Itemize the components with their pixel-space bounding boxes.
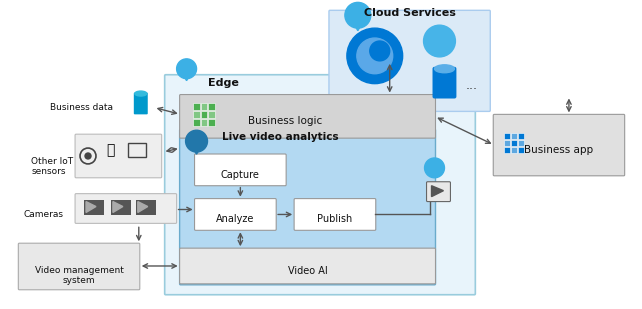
FancyBboxPatch shape (433, 67, 456, 99)
FancyBboxPatch shape (493, 114, 625, 176)
FancyBboxPatch shape (195, 154, 286, 186)
Polygon shape (431, 186, 444, 197)
Polygon shape (351, 19, 364, 31)
Text: Cloud Services: Cloud Services (363, 8, 456, 18)
Bar (511, 147, 517, 153)
Bar (518, 133, 524, 139)
FancyBboxPatch shape (294, 199, 376, 230)
Circle shape (85, 153, 91, 159)
Text: Edge: Edge (209, 78, 239, 88)
Bar (111, 200, 131, 215)
Polygon shape (138, 201, 148, 213)
FancyBboxPatch shape (329, 10, 490, 111)
Circle shape (347, 28, 403, 84)
Bar (193, 119, 200, 126)
Bar (504, 133, 510, 139)
Bar (209, 104, 216, 110)
Bar (193, 104, 200, 110)
FancyBboxPatch shape (195, 199, 276, 230)
Bar (84, 200, 104, 215)
Bar (511, 133, 517, 139)
Bar (136, 200, 156, 215)
Polygon shape (113, 201, 123, 213)
Bar (209, 119, 216, 126)
FancyBboxPatch shape (180, 248, 435, 284)
FancyBboxPatch shape (134, 93, 148, 114)
Circle shape (424, 25, 455, 57)
Text: Publish: Publish (317, 214, 352, 224)
Bar (504, 140, 510, 146)
Bar (193, 111, 200, 118)
Text: Video AI: Video AI (288, 266, 328, 276)
Text: Business app: Business app (525, 145, 593, 155)
FancyBboxPatch shape (75, 134, 162, 178)
Bar (511, 140, 517, 146)
FancyBboxPatch shape (180, 129, 435, 285)
Circle shape (424, 158, 444, 178)
FancyBboxPatch shape (75, 194, 177, 223)
Ellipse shape (135, 91, 147, 96)
Circle shape (370, 41, 390, 61)
Polygon shape (191, 144, 202, 154)
FancyBboxPatch shape (180, 95, 435, 138)
FancyBboxPatch shape (19, 243, 140, 290)
Bar (518, 147, 524, 153)
Text: Business logic: Business logic (248, 116, 322, 126)
Polygon shape (86, 201, 96, 213)
Text: Cameras: Cameras (23, 210, 64, 218)
Text: Other IoT
sensors: Other IoT sensors (31, 157, 73, 176)
Text: Business data: Business data (49, 104, 112, 112)
Bar (200, 104, 207, 110)
Bar (128, 143, 146, 157)
Ellipse shape (435, 65, 455, 73)
Circle shape (345, 2, 371, 28)
Bar (209, 111, 216, 118)
Text: ...: ... (465, 79, 478, 92)
Text: Capture: Capture (221, 170, 260, 180)
Circle shape (177, 59, 196, 79)
Text: Live video analytics: Live video analytics (222, 132, 339, 142)
Circle shape (357, 38, 393, 74)
Polygon shape (182, 72, 191, 81)
FancyBboxPatch shape (426, 182, 451, 201)
Text: Video management
system: Video management system (35, 266, 123, 286)
Bar (504, 147, 510, 153)
Bar (200, 119, 207, 126)
Circle shape (186, 130, 207, 152)
Bar (200, 111, 207, 118)
Text: 🎧: 🎧 (107, 143, 115, 157)
Bar (518, 140, 524, 146)
FancyBboxPatch shape (165, 75, 475, 295)
Text: Analyze: Analyze (216, 214, 255, 224)
